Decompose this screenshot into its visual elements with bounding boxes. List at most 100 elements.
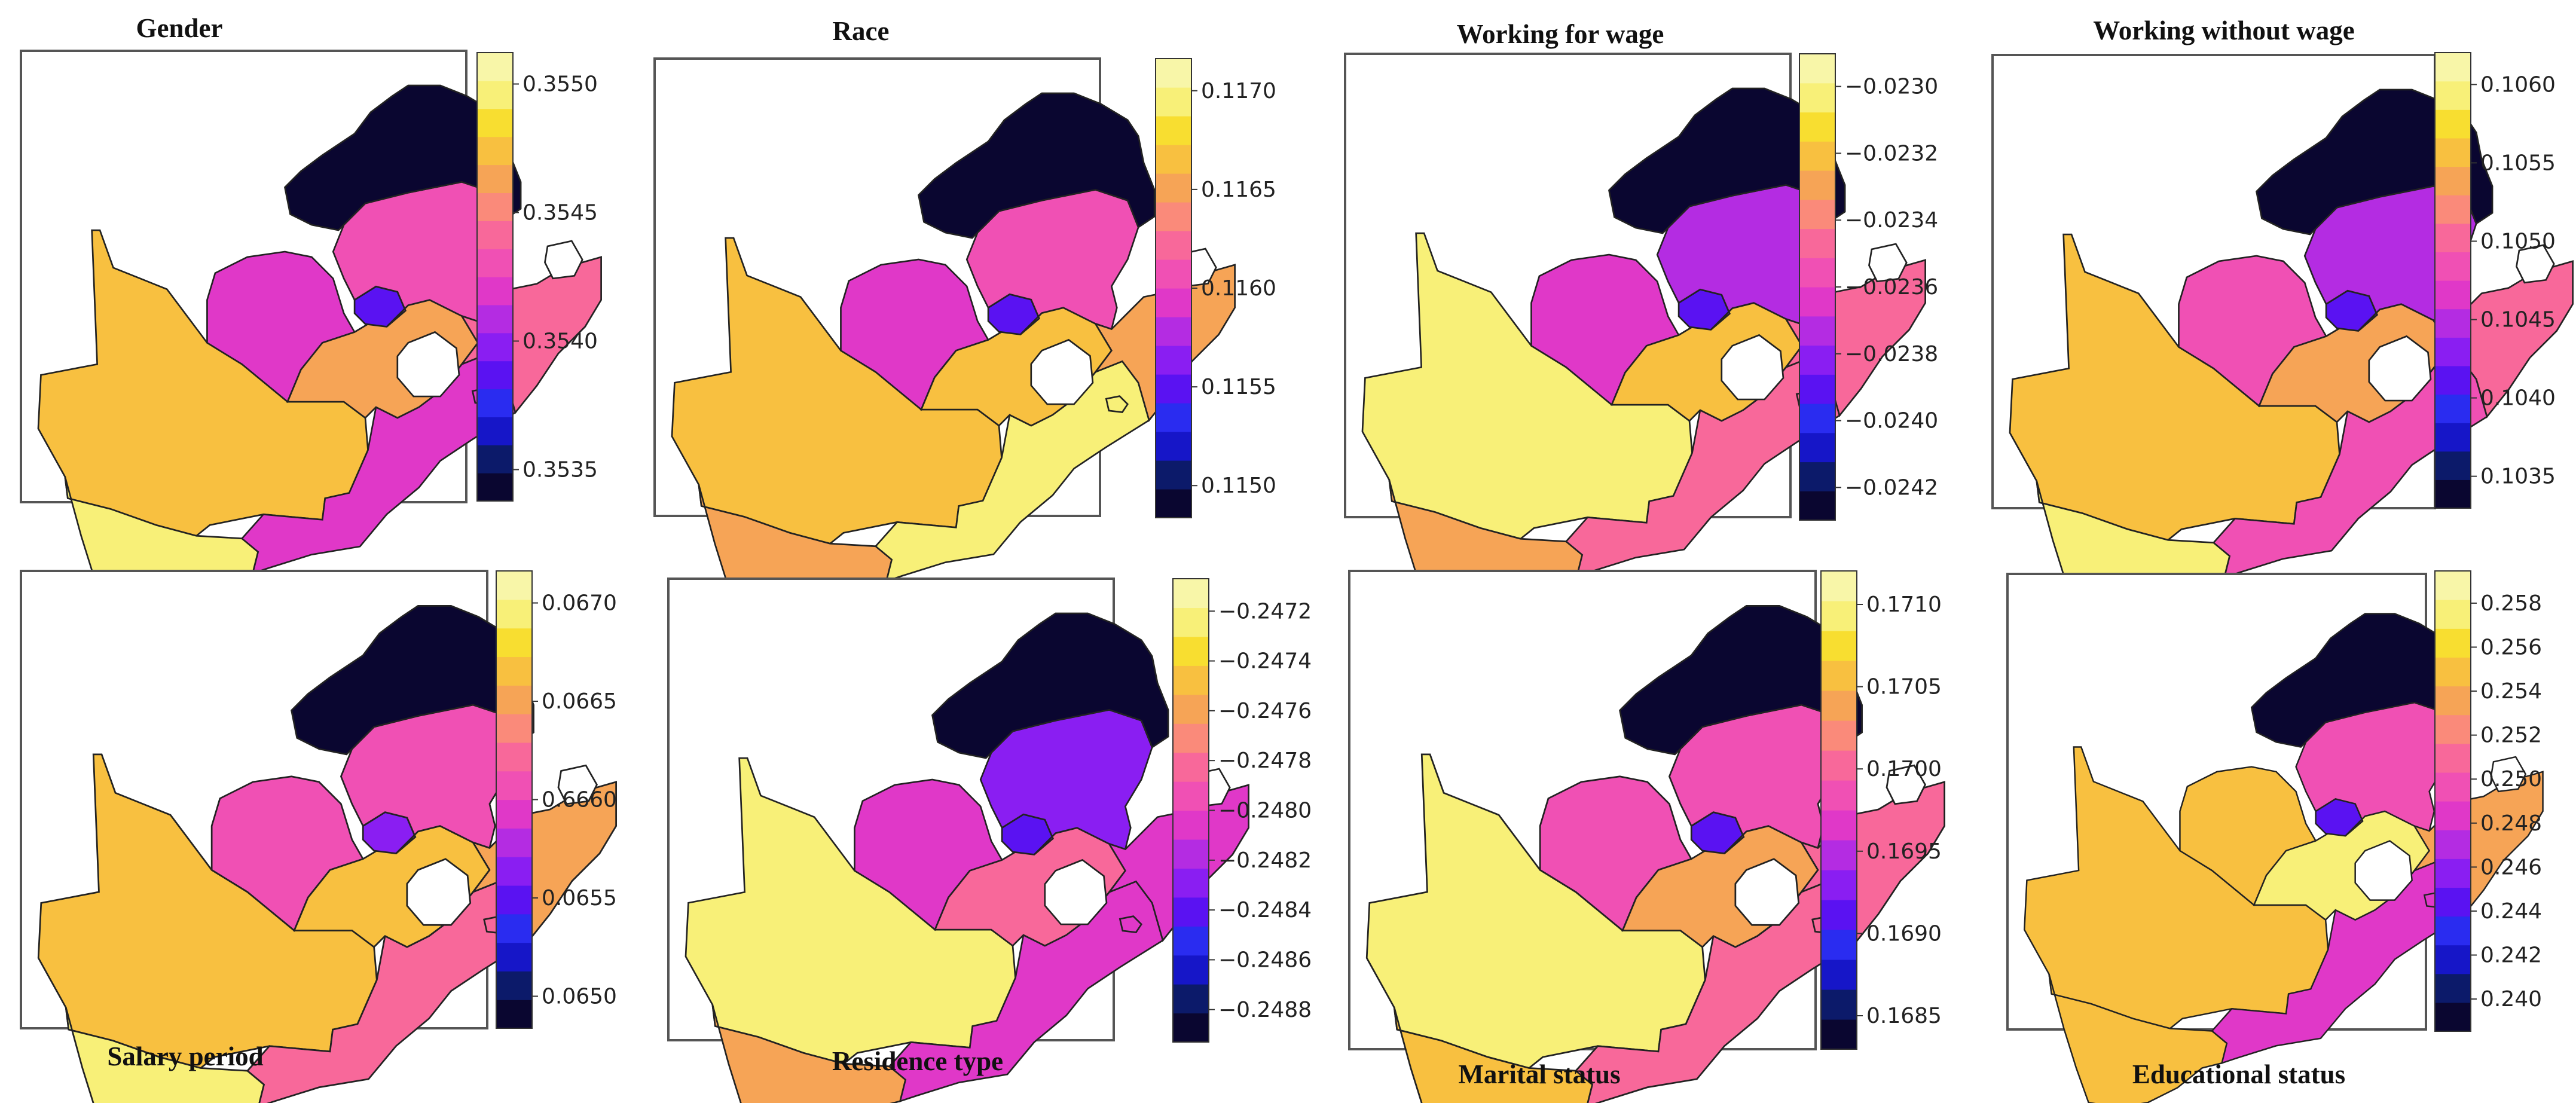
colorbar-swatch — [1156, 116, 1191, 145]
colorbar-swatch — [1156, 202, 1191, 231]
lesotho-enclave — [1721, 334, 1784, 401]
colorbar-swatch — [477, 389, 513, 417]
colorbar-outline — [2434, 52, 2471, 509]
map-panel: Working for wage−0.0230−0.0232−0.0234−0.… — [1344, 19, 1938, 626]
colorbar-swatch — [1156, 87, 1191, 117]
colorbar-tick-label: −0.2476 — [1218, 699, 1312, 723]
colorbar: −0.0230 −0.0232 −0.0234 −0.0236 −0.0238 −0.02… — [1799, 53, 1938, 521]
colorbar-swatch — [1799, 432, 1835, 463]
colorbar-swatch — [1799, 287, 1835, 317]
colorbar-tick-label: 0.244 — [2480, 899, 2542, 924]
province-map — [37, 84, 602, 623]
colorbar-swatch — [2435, 479, 2471, 509]
colorbar-swatch — [477, 53, 513, 81]
colorbar-swatch — [1799, 199, 1835, 230]
map-panel: Working without wage 0.1060 0.1055 0.1050 0.… — [1991, 16, 2574, 627]
colorbar-swatch — [1156, 231, 1191, 260]
colorbar-swatch — [1821, 900, 1857, 930]
colorbar-swatch — [2435, 223, 2471, 252]
colorbar-swatch — [1799, 462, 1835, 491]
eswatini-enclave — [557, 764, 598, 805]
colorbar-swatch — [1821, 840, 1857, 870]
colorbar-swatch — [1173, 897, 1209, 927]
colorbar-tick-label: −0.2482 — [1218, 848, 1312, 873]
colorbar-swatch — [2435, 571, 2471, 600]
colorbar-tick-label: 0.3540 — [522, 329, 598, 354]
colorbar: 0.3550 0.3545 0.3540 0.3535 — [476, 52, 598, 502]
colorbar-swatch — [1821, 571, 1857, 601]
colorbar-tick-label: 0.248 — [2480, 811, 2542, 836]
colorbar-swatch — [2435, 858, 2471, 888]
colorbar-tick-label: −0.0232 — [1845, 141, 1938, 166]
colorbar-swatch — [1156, 460, 1191, 490]
colorbar-swatch — [1821, 601, 1857, 631]
colorbar-swatch — [1799, 228, 1835, 258]
colorbar-tick-label: 0.1055 — [2480, 151, 2556, 175]
colorbar-tick-label: 0.1045 — [2480, 308, 2556, 332]
colorbar-tick-label: 0.240 — [2480, 987, 2542, 1012]
province-map — [2024, 613, 2544, 1103]
colorbar-swatch — [2435, 451, 2471, 480]
panel-title: Working without wage — [2093, 16, 2355, 45]
colorbar-swatch — [2435, 337, 2471, 366]
colorbar-tick-label: 0.1050 — [2480, 229, 2556, 253]
colorbar-tick-label: −0.0230 — [1845, 75, 1938, 99]
region-kwazulu-natal — [459, 256, 602, 414]
colorbar-swatch — [1156, 173, 1191, 203]
colorbar-swatch — [2435, 53, 2471, 82]
colorbar-swatch — [2435, 657, 2471, 687]
colorbar-swatch — [2435, 195, 2471, 224]
colorbar-swatch — [2435, 772, 2471, 802]
colorbar-tick-label: 0.242 — [2480, 943, 2542, 968]
colorbar-tick-label: 0.1700 — [1866, 757, 1942, 781]
region-western-cape — [711, 1004, 907, 1103]
colorbar-tick-label: −0.2474 — [1218, 649, 1312, 674]
colorbar-tick-label: 0.1710 — [1866, 592, 1942, 617]
map-panel: Gender 0.3550 0.3545 0.3540 0.3535 — [20, 13, 602, 623]
colorbar-tick-label: 0.252 — [2480, 723, 2542, 748]
lesotho-enclave — [1044, 858, 1108, 925]
colorbar: 0.1170 0.1165 0.1160 0.1155 0.1150 — [1155, 58, 1276, 518]
colorbar-swatch — [477, 193, 513, 221]
region-kwazulu-natal — [2412, 771, 2544, 917]
region-western-cape — [65, 1007, 265, 1103]
colorbar-swatch — [1173, 868, 1209, 898]
colorbar-swatch — [1173, 984, 1209, 1014]
colorbar-outline — [2434, 570, 2471, 1032]
colorbar-tick-label: 0.0650 — [542, 984, 617, 1009]
lesotho-enclave — [1030, 338, 1094, 405]
colorbar-swatch — [1156, 346, 1191, 375]
colorbar-tick-label: −0.2480 — [1218, 799, 1312, 823]
colorbar-tick-label: 0.1155 — [1201, 375, 1276, 399]
colorbar-tick-label: 0.1150 — [1201, 473, 1276, 498]
colorbar-tick-label: −0.2484 — [1218, 898, 1312, 922]
colorbar-tick-label: 0.1170 — [1201, 79, 1276, 103]
colorbar-tick-label: 0.1690 — [1866, 921, 1942, 946]
colorbar-swatch — [2435, 1002, 2471, 1032]
colorbar-tick-label: −0.2478 — [1218, 748, 1312, 773]
region-kwazulu-natal — [1799, 781, 1946, 943]
colorbar-swatch — [496, 971, 532, 1000]
colorbar-swatch — [496, 828, 532, 857]
colorbar: 0.0670 0.0665 0.6660 0.0655 0.0650 — [496, 570, 617, 1029]
colorbar-swatch — [477, 136, 513, 166]
colorbar-tick-label: 0.1060 — [2480, 72, 2556, 97]
colorbar-swatch — [477, 304, 513, 334]
colorbar-swatch — [2435, 252, 2471, 281]
colorbar-tick-label: −0.0242 — [1845, 475, 1938, 500]
eswatini-enclave — [1868, 243, 1908, 283]
panel-title: Race — [833, 16, 890, 46]
map-panel: Marital status0.17100.17050.17000.16950.… — [1348, 570, 1946, 1103]
colorbar-swatch — [1799, 374, 1835, 404]
colorbar-swatch — [1156, 145, 1191, 174]
colorbar-swatch — [1821, 870, 1857, 900]
colorbar-swatch — [2435, 423, 2471, 452]
colorbar-swatch — [2435, 138, 2471, 167]
colorbar-tick-label: −0.0238 — [1845, 342, 1938, 366]
colorbar-swatch — [496, 771, 532, 800]
colorbar-tick-label: 0.3535 — [522, 458, 598, 482]
colorbar-swatch — [1821, 930, 1857, 960]
colorbar-swatch — [2435, 830, 2471, 859]
colorbar-swatch — [1156, 288, 1191, 317]
colorbar-swatch — [1173, 665, 1209, 695]
